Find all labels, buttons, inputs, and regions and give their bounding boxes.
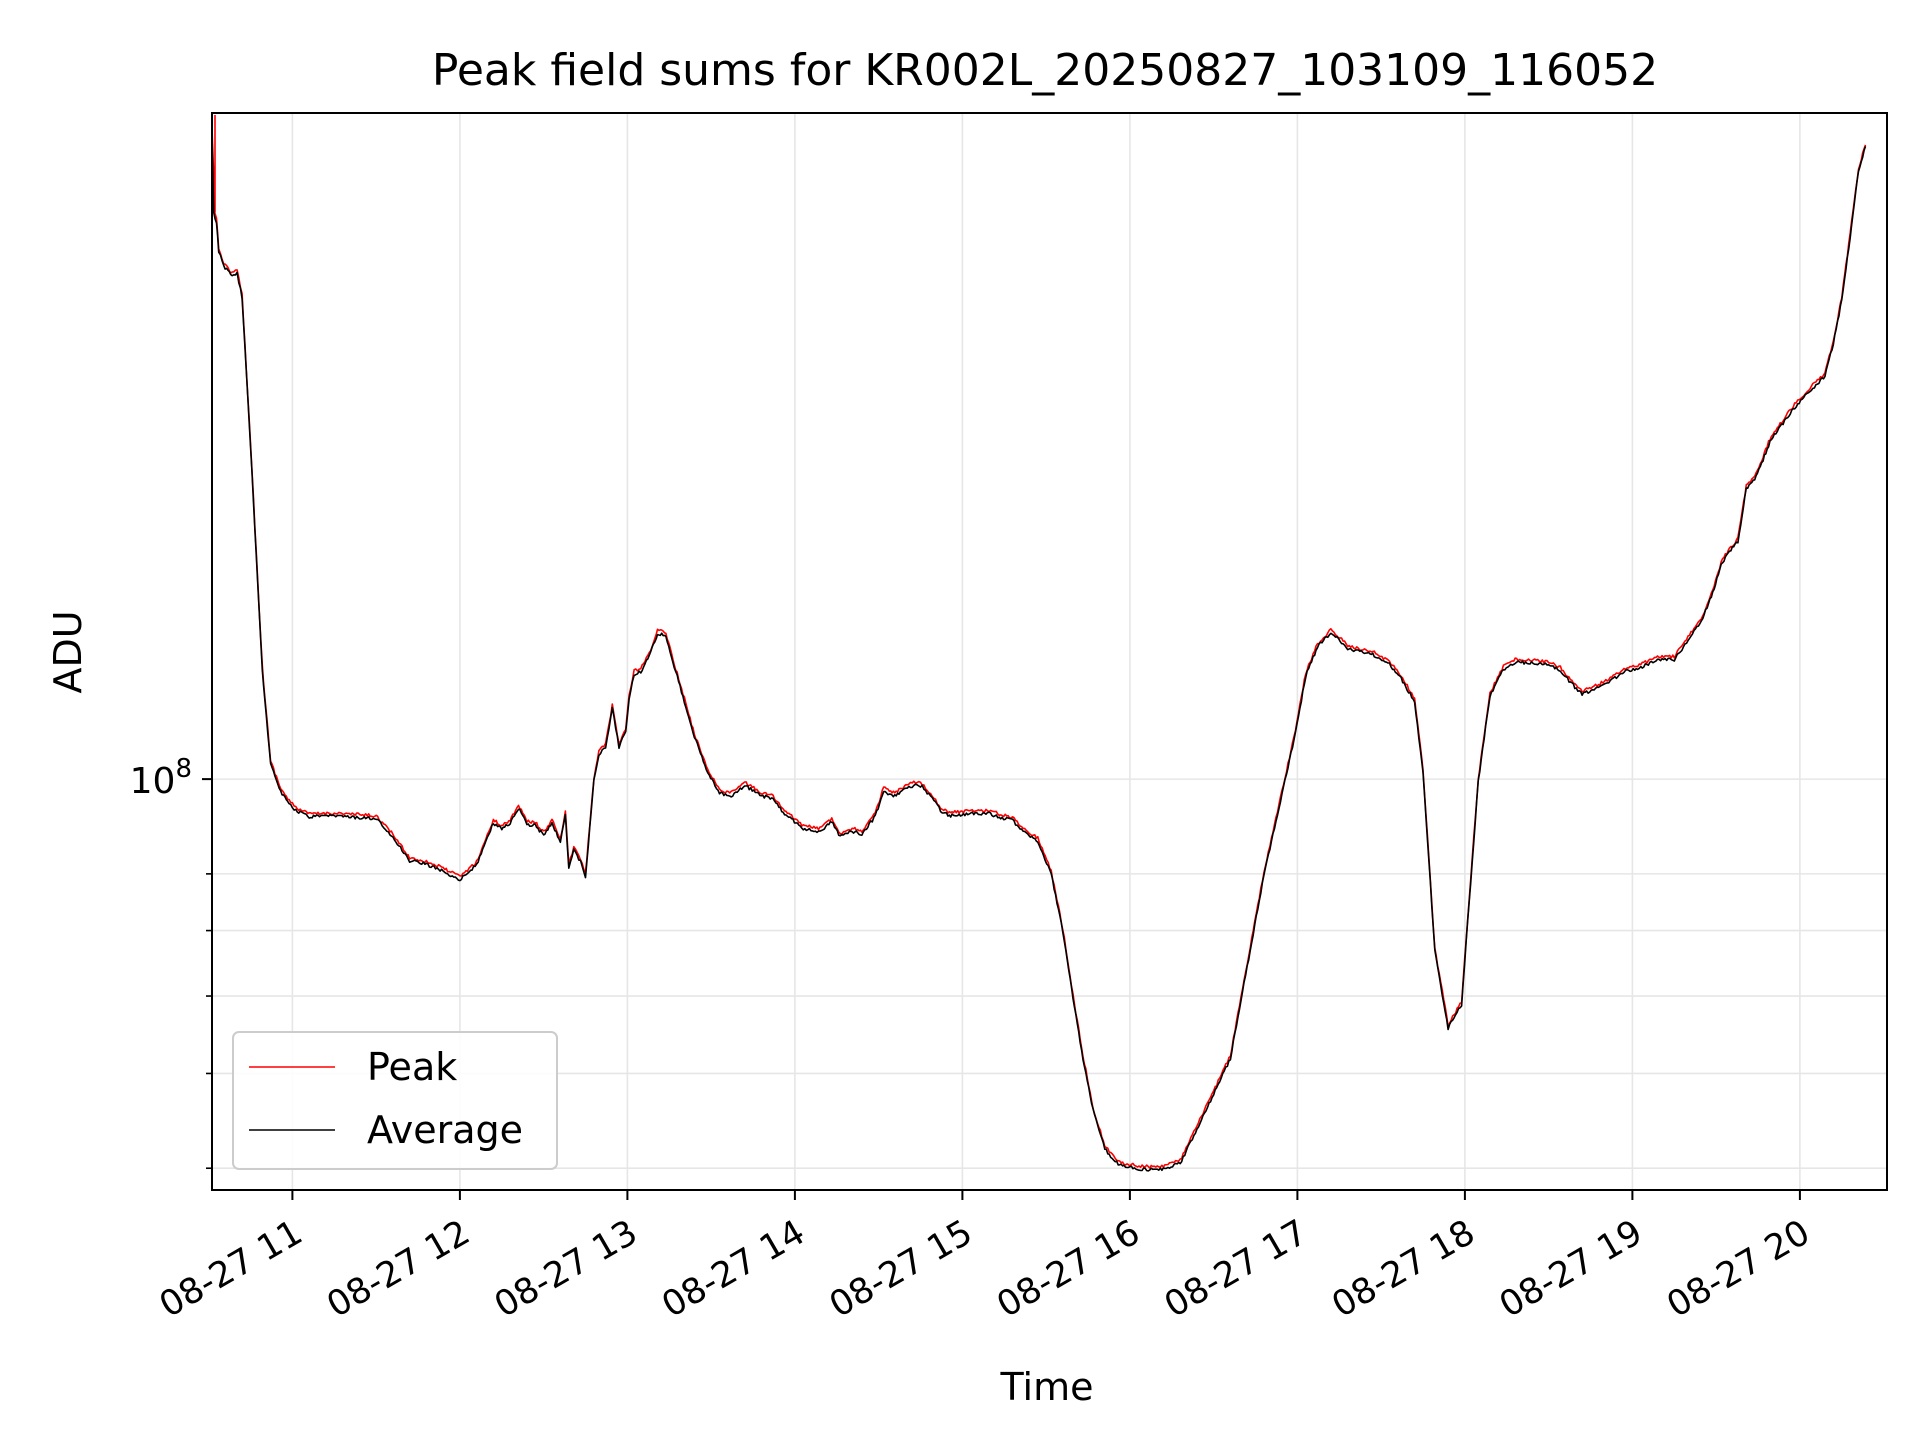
y-tick-label: 108 (130, 754, 192, 802)
y-tick-label-exponent: 8 (175, 754, 192, 784)
plot-lines (211, 115, 1867, 1172)
y-tick-label-base: 10 (130, 761, 176, 802)
chart-title: Peak field sums for KR002L_20250827_1031… (432, 45, 1658, 96)
legend-label-peak: Peak (367, 1045, 457, 1089)
plot-frame (211, 112, 1888, 1191)
y-axis-ticks: 108 (130, 754, 212, 1170)
legend: Peak Average (232, 1031, 558, 1170)
legend-label-average: Average (367, 1108, 523, 1152)
y-axis-label: ADU (46, 610, 90, 693)
x-axis-label: Time (1000, 1365, 1094, 1409)
gridlines (212, 113, 1887, 1190)
series-line-average (211, 132, 1867, 1172)
